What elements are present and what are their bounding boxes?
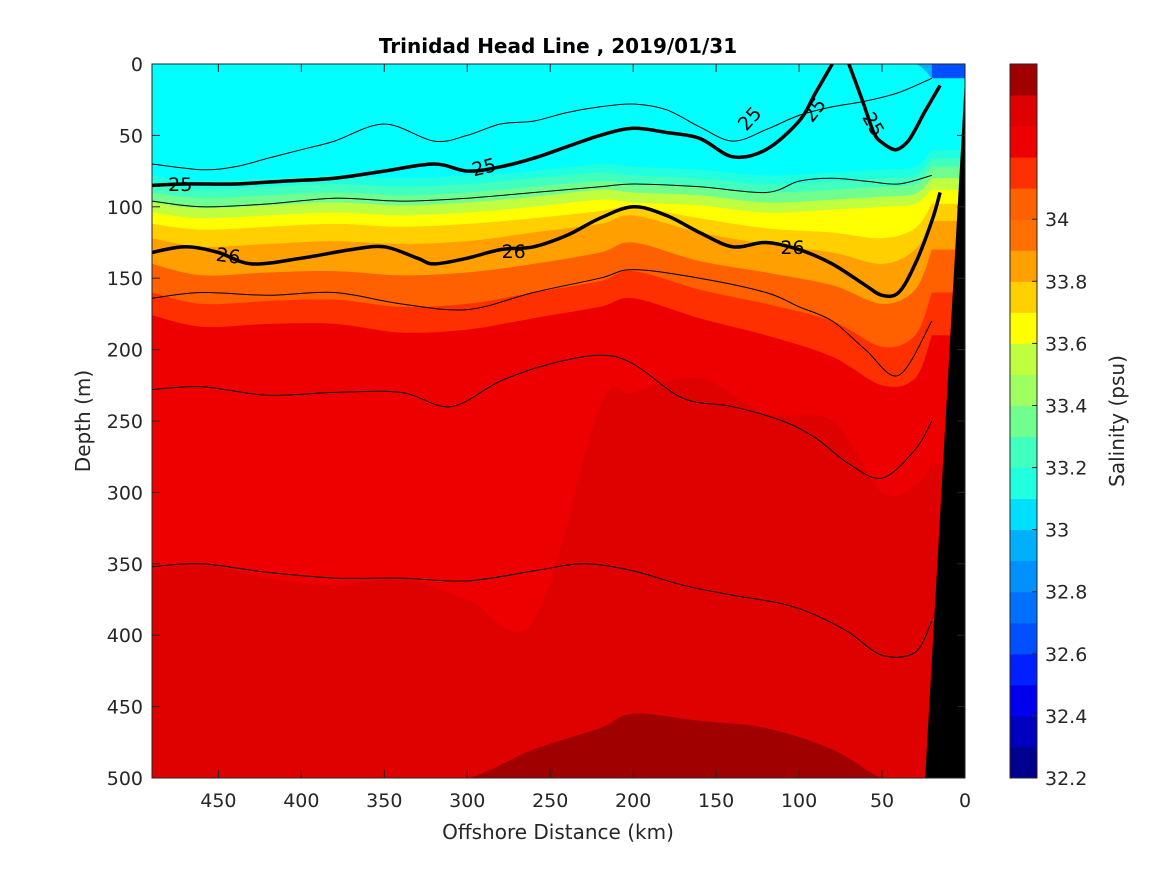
y-tick-label: 200	[107, 340, 143, 362]
y-tick-label: 450	[107, 697, 143, 719]
colorbar-tick-label: 32.6	[1045, 644, 1087, 666]
x-tick-label: 50	[870, 790, 894, 812]
colorbar-swatch	[1010, 281, 1037, 313]
y-tick-label: 50	[119, 125, 143, 147]
colorbar-swatch	[1010, 219, 1037, 251]
isopycnal-line-4	[152, 174, 932, 208]
x-tick-label: 400	[283, 790, 319, 812]
x-tick-label: 450	[200, 790, 236, 812]
colorbar: 32.2 32.4 32.6 32.8 33 33.2 33.4 33.6 33.8 34	[1009, 63, 1087, 790]
colorbar-tick-label: 32.2	[1045, 768, 1087, 790]
chart-title: Trinidad Head Line , 2019/01/31	[379, 34, 737, 58]
colorbar-swatch	[1010, 560, 1037, 593]
y-axis-label: Depth (m)	[71, 370, 95, 472]
y-tick-label: 150	[107, 268, 143, 290]
y-tick-label: 0	[131, 54, 143, 76]
colorbar-swatch	[1010, 746, 1037, 779]
colorbar-swatch	[1010, 436, 1037, 469]
colorbar-swatch	[1010, 715, 1037, 748]
y-axis: 0 50 100 150 200 250 300 350 400 450 500	[107, 54, 965, 790]
colorbar-swatch	[1010, 64, 1037, 96]
contour-label: 25	[168, 174, 192, 196]
colorbar-swatch	[1010, 188, 1037, 220]
y-tick-label: 100	[107, 197, 143, 219]
colorbar-swatch	[1010, 529, 1037, 562]
colorbar-swatch	[1010, 653, 1037, 686]
colorbar-tick-label: 33.4	[1045, 395, 1087, 417]
colorbar-swatch	[1010, 312, 1037, 344]
x-tick-label: 300	[449, 790, 485, 812]
x-tick-label: 100	[781, 790, 817, 812]
salinity-fill-34	[152, 377, 965, 778]
isopycnal-line-6	[152, 354, 933, 479]
colorbar-swatch	[1010, 498, 1037, 531]
y-tick-label: 250	[107, 411, 143, 433]
x-tick-label: 250	[532, 790, 568, 812]
colorbar-tick-label: 32.8	[1045, 582, 1087, 604]
isopycnal-line-2	[152, 192, 942, 299]
colorbar-tick-label: 32.4	[1045, 706, 1087, 728]
isopycnal-line-1	[847, 64, 942, 152]
colorbar-frame	[1009, 63, 1038, 779]
y-tick-label: 350	[107, 554, 143, 576]
x-tick-label: 150	[698, 790, 734, 812]
colorbar-swatch	[1010, 405, 1037, 438]
colorbar-tick-label: 34	[1045, 209, 1069, 231]
isopycnal-line-5	[152, 269, 933, 377]
isopycnal-line-7	[152, 563, 933, 658]
contour-label: 26	[502, 241, 526, 263]
colorbar-swatch	[1010, 684, 1037, 717]
colorbar-tick-label: 33.6	[1045, 333, 1087, 355]
colorbar-swatch	[1010, 95, 1037, 127]
x-tick-label: 200	[615, 790, 651, 812]
x-tick-label: 350	[366, 790, 402, 812]
salinity-filled-contours	[152, 64, 965, 778]
x-tick-label: 0	[959, 790, 971, 812]
colorbar-swatch	[1010, 250, 1037, 282]
y-tick-label: 300	[107, 482, 143, 504]
colorbar-swatch	[1010, 622, 1037, 655]
colorbar-swatch	[1010, 343, 1037, 375]
colorbar-tick-label: 33	[1045, 520, 1069, 542]
isopycnal-line-0	[152, 64, 834, 188]
salinity-fill-34.1	[152, 713, 965, 778]
bathymetry-shelf	[925, 64, 965, 778]
colorbar-swatch	[1010, 374, 1037, 406]
colorbar-swatch	[1010, 157, 1037, 189]
contour-label: 26	[780, 237, 804, 259]
x-axis-label: Offshore Distance (km)	[442, 820, 674, 844]
colorbar-tick-label: 33.2	[1045, 458, 1087, 480]
colorbar-swatch	[1010, 467, 1037, 500]
isopycnal-line-3	[152, 77, 933, 171]
colorbar-tick-label: 33.8	[1045, 271, 1087, 293]
isopycnal-contours	[152, 64, 942, 658]
contour-label: 26	[215, 244, 242, 269]
x-axis: 450 400 350 300 250 200 150 100 50 0	[200, 64, 971, 812]
y-tick-label: 400	[107, 625, 143, 647]
colorbar-label: Salinity (psu)	[1105, 355, 1129, 487]
y-tick-label: 500	[107, 768, 143, 790]
colorbar-swatch	[1010, 591, 1037, 624]
colorbar-swatch	[1010, 126, 1037, 158]
